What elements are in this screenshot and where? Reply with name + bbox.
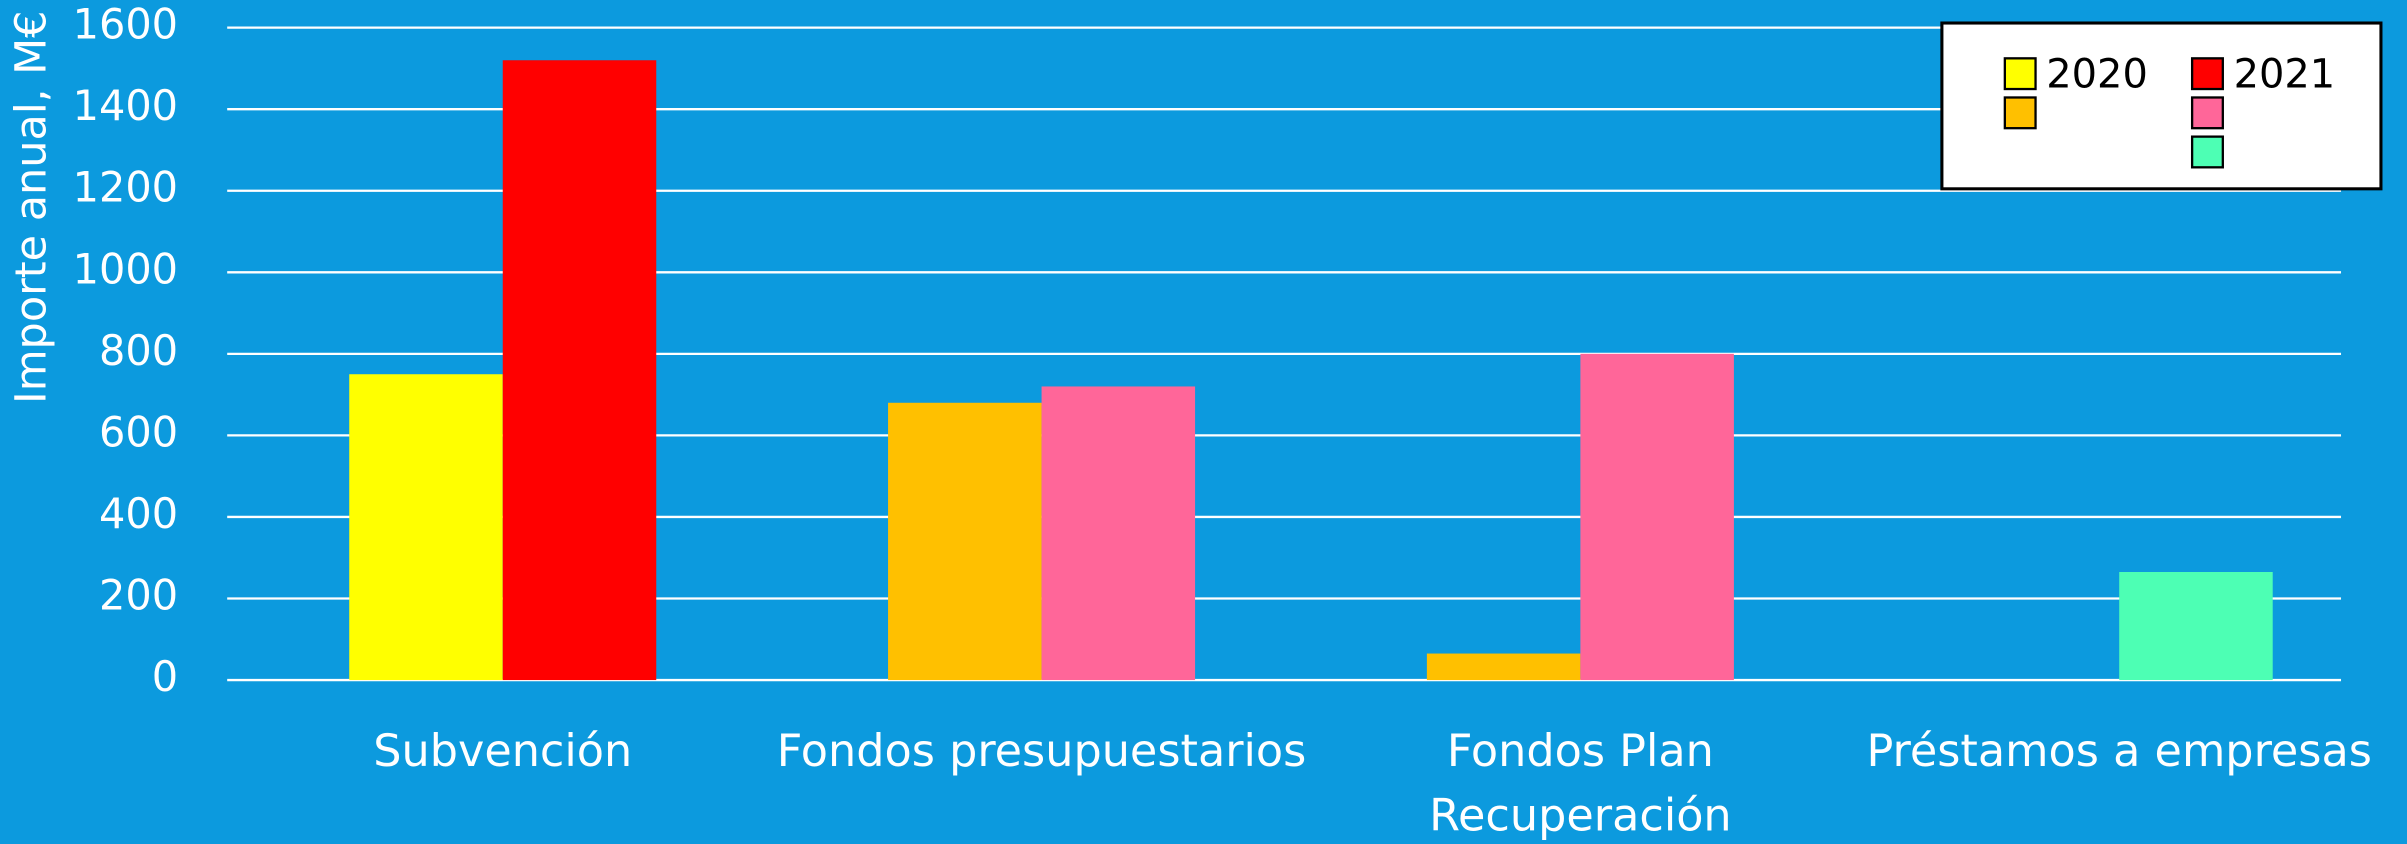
legend-label: 2020 <box>2046 51 2148 97</box>
y-tick-label: 1600 <box>73 1 178 49</box>
y-tick-label: 800 <box>99 327 178 375</box>
y-tick-label: 400 <box>99 490 178 538</box>
y-tick-label: 0 <box>152 653 178 701</box>
bar <box>888 402 1042 681</box>
legend-swatch <box>2003 57 2037 91</box>
bar <box>349 374 503 681</box>
y-tick-label: 1400 <box>73 82 178 130</box>
y-tick-label: 200 <box>99 571 178 619</box>
bar <box>1580 353 1734 681</box>
bar <box>1041 386 1196 681</box>
x-tick-label: Subvención <box>373 724 633 777</box>
legend-swatch <box>2003 96 2037 130</box>
bar <box>1426 653 1581 681</box>
bar <box>502 60 657 681</box>
x-tick-label: Fondos Plan Recuperación <box>1429 724 1732 842</box>
y-tick-label: 1200 <box>73 164 178 212</box>
y-tick-label: 1000 <box>73 245 178 293</box>
bar <box>2119 571 2273 681</box>
legend-swatch <box>2190 57 2224 91</box>
y-tick-label: 600 <box>99 408 178 456</box>
y-axis-label: Importe anual, M€ <box>6 10 56 404</box>
x-tick-label: Préstamos a empresas <box>1866 724 2372 777</box>
legend-swatch <box>2190 96 2224 130</box>
legend-swatch <box>2190 135 2224 169</box>
legend-label: 2021 <box>2234 51 2336 97</box>
x-tick-label: Fondos presupuestarios <box>776 724 1307 777</box>
